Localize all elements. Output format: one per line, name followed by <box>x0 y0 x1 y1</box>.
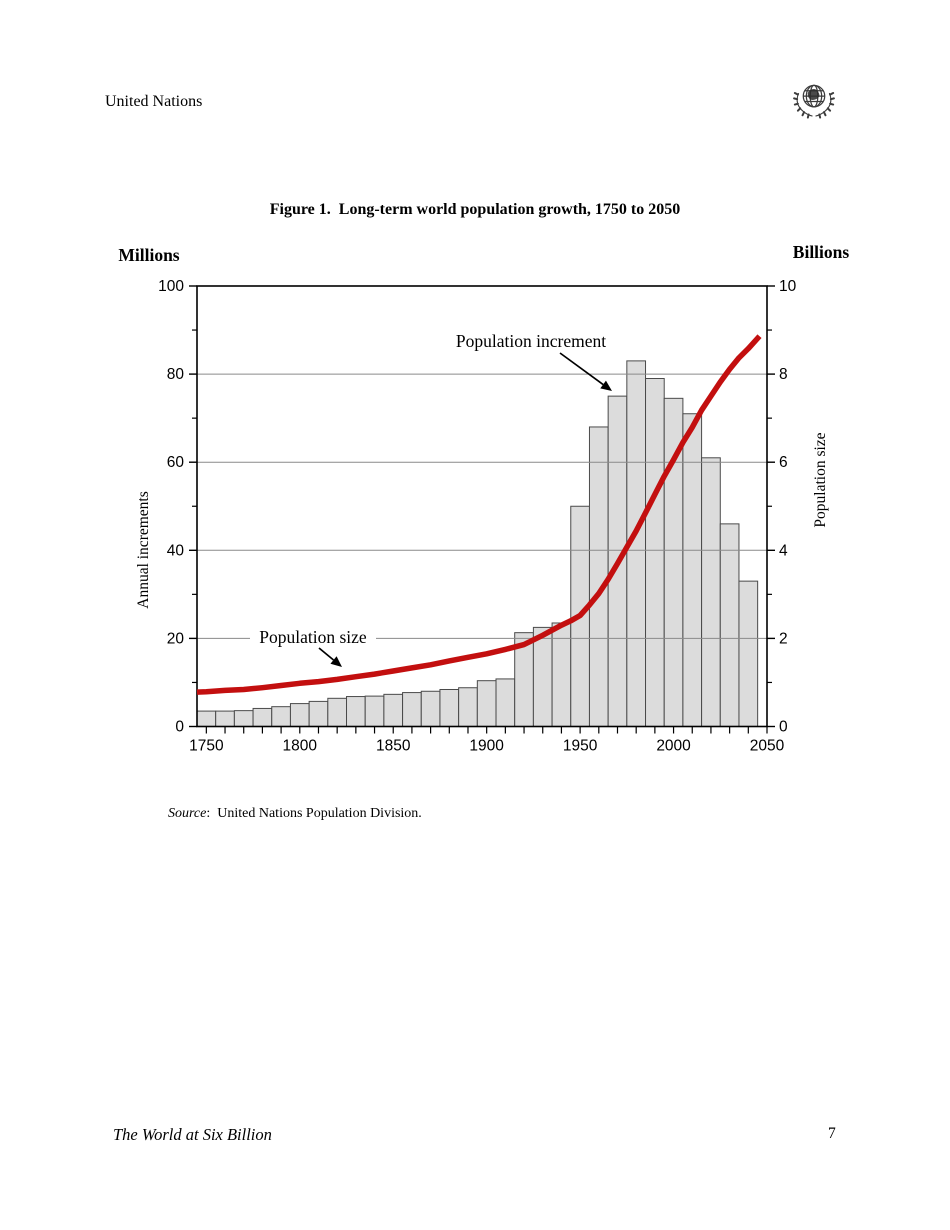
increment-bar-1870 <box>420 690 441 728</box>
x-axis-tick-label: 1750 <box>189 738 224 755</box>
increment-bar-2030 <box>719 523 740 727</box>
population-size-arrow-head <box>330 656 342 667</box>
increment-bar-1890 <box>458 687 478 727</box>
header-left-text: United Nations <box>105 93 203 110</box>
x-axis-tick-label: 1800 <box>283 738 318 755</box>
left-axis-tick-label: 0 <box>175 719 184 736</box>
left-axis-tick-label: 60 <box>167 454 185 471</box>
increment-bar-1810 <box>308 700 329 728</box>
right-axis-unit-label: Billions <box>793 242 850 262</box>
figure-title: Figure 1. Long-term world population gro… <box>269 201 681 218</box>
annotation-population-increment: Population increment <box>456 331 606 351</box>
increment-bar-1930 <box>532 626 553 728</box>
increment-bar-1960 <box>588 426 609 728</box>
population-increment-arrow-head <box>600 380 612 391</box>
left-axis-tick-label: 100 <box>158 278 184 295</box>
increment-bar-1820 <box>327 697 348 728</box>
annotation-population-size: Population size <box>259 627 367 647</box>
right-axis-tick-label: 2 <box>779 630 788 647</box>
increment-bar-1750 <box>196 710 217 727</box>
right-axis-title: Population size <box>812 432 829 527</box>
annotation-mask <box>250 626 376 647</box>
right-axis-tick-label: 0 <box>779 719 788 736</box>
left-axis-unit-label: Millions <box>118 245 179 265</box>
increment-bar-1840 <box>364 695 385 727</box>
un-emblem-icon <box>793 84 835 119</box>
x-axis-tick-label: 2000 <box>656 738 691 755</box>
source-note: Source: United Nations Population Divisi… <box>168 806 422 822</box>
right-axis-tick-label: 8 <box>779 366 788 383</box>
right-axis-tick-label: 4 <box>779 542 788 559</box>
footer-book-title: The World at Six Billion <box>113 1125 272 1144</box>
increment-bar-1850 <box>383 693 404 728</box>
increment-bar-1760 <box>215 710 235 727</box>
increment-bar-2010 <box>682 413 703 727</box>
population-growth-chart: 0 20 40 60 80 100 0 2 4 6 8 10 1750 1800 1850 1900 1950 2… <box>90 240 860 765</box>
increment-bar-1900 <box>476 680 497 727</box>
increment-bar-1830 <box>346 696 366 727</box>
increment-bar-1800 <box>289 703 310 727</box>
right-axis-tick-label: 10 <box>779 278 797 295</box>
left-axis-tick-label: 80 <box>167 366 185 383</box>
increment-bar-1910 <box>495 678 516 727</box>
left-axis-tick-label: 20 <box>167 630 185 647</box>
population-size-arrow-line <box>318 647 335 661</box>
right-axis-tick-label: 6 <box>779 454 788 471</box>
source-label: Source <box>168 806 207 821</box>
left-axis-tick-label: 40 <box>167 542 185 559</box>
increment-bar-2020 <box>701 457 721 727</box>
increment-bar-1790 <box>271 706 291 727</box>
x-axis-tick-label: 1850 <box>376 738 411 755</box>
increment-bar-2040 <box>738 580 759 728</box>
population-increment-arrow-line <box>559 352 604 386</box>
population-size-line <box>196 334 762 695</box>
footer-page-number: 7 <box>828 1125 836 1142</box>
increment-bar-1770 <box>233 710 254 727</box>
chart-canvas: 0 20 40 60 80 100 0 2 4 6 8 10 1750 1800 1850 1900 1950 2… <box>118 242 850 755</box>
increment-bar-1780 <box>252 707 273 728</box>
left-axis-title: Annual increments <box>135 491 152 609</box>
increment-bar-1990 <box>645 378 665 727</box>
source-text: : United Nations Population Division. <box>206 806 422 821</box>
x-axis-tick-label: 2050 <box>750 738 785 755</box>
x-axis-tick-label: 1900 <box>469 738 504 755</box>
increment-bar-1880 <box>439 688 460 727</box>
increment-bar-1860 <box>402 692 422 728</box>
x-axis-tick-label: 1950 <box>563 738 598 755</box>
